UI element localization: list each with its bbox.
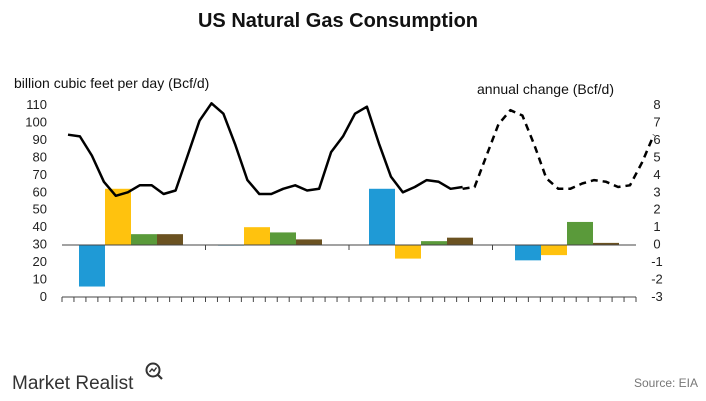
y-tick-right-label: 7 bbox=[653, 114, 660, 129]
y-tick-left-label: 60 bbox=[33, 184, 47, 199]
y-tick-right-label: -3 bbox=[651, 289, 663, 304]
annual-change-bars bbox=[79, 188, 619, 287]
change-bar bbox=[421, 241, 447, 245]
axes bbox=[61, 244, 637, 302]
change-bar bbox=[395, 244, 421, 259]
y-tick-left-label: 70 bbox=[33, 167, 47, 182]
y-tick-left-label: 20 bbox=[33, 254, 47, 269]
y-axis-right-title: annual change (Bcf/d) bbox=[477, 81, 614, 97]
y-tick-right-label: 4 bbox=[653, 167, 660, 182]
change-bar bbox=[131, 234, 157, 245]
y-tick-left-label: 50 bbox=[33, 202, 47, 217]
y-axis-left-title: billion cubic feet per day (Bcf/d) bbox=[14, 75, 209, 91]
y-tick-left-label: 30 bbox=[33, 237, 47, 252]
consumption-line-actual bbox=[67, 102, 463, 198]
consumption-line-forecast bbox=[462, 108, 656, 191]
consumption-lines bbox=[67, 102, 656, 198]
y-tick-right-label: 5 bbox=[653, 149, 660, 164]
brand-name: Market Realist bbox=[12, 373, 134, 394]
change-bar bbox=[296, 239, 322, 245]
chart-title: US Natural Gas Consumption bbox=[198, 10, 478, 32]
change-bar bbox=[541, 244, 567, 256]
y-tick-right-label: 1 bbox=[653, 219, 660, 234]
y-tick-left-label: 10 bbox=[33, 272, 47, 287]
y-tick-left-label: 40 bbox=[33, 219, 47, 234]
y-tick-right-label: 3 bbox=[653, 184, 660, 199]
change-bar bbox=[515, 244, 541, 261]
y-tick-right-label: 8 bbox=[653, 97, 660, 112]
y-axis-left: 0 10 20 30 40 50 60 70 80 90 100 110 bbox=[25, 97, 47, 304]
change-bar bbox=[567, 221, 593, 245]
y-tick-left-label: 90 bbox=[33, 132, 47, 147]
y-tick-right-label: 2 bbox=[653, 202, 660, 217]
change-bar bbox=[105, 188, 131, 245]
brand-logo: Market Realist bbox=[12, 362, 163, 394]
change-bar bbox=[244, 227, 270, 245]
y-axis-right: -3 -2 -1 0 1 2 3 4 5 6 7 8 bbox=[651, 97, 663, 304]
y-tick-right-label: 0 bbox=[653, 237, 660, 252]
y-tick-right-label: -2 bbox=[651, 272, 663, 287]
source-note: Source: EIA bbox=[634, 376, 698, 390]
magnifier-chart-icon bbox=[145, 362, 163, 380]
y-tick-right-label: -1 bbox=[651, 254, 663, 269]
change-bar bbox=[369, 188, 395, 245]
y-tick-right-label: 6 bbox=[653, 132, 660, 147]
change-bar bbox=[447, 237, 473, 245]
y-tick-left-label: 110 bbox=[26, 97, 47, 112]
change-bar bbox=[79, 244, 105, 287]
change-bar bbox=[270, 232, 296, 245]
y-tick-left-label: 80 bbox=[33, 149, 47, 164]
change-bar bbox=[593, 242, 619, 245]
change-bar bbox=[157, 234, 183, 245]
y-tick-left-label: 100 bbox=[25, 114, 47, 129]
y-tick-left-label: 0 bbox=[40, 289, 47, 304]
